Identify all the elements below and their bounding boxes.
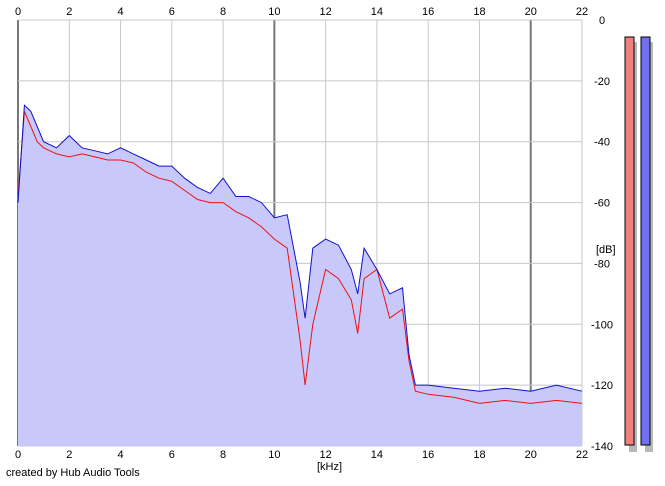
level-meter-left — [624, 36, 637, 452]
x-tick-label-top: 0 — [15, 6, 21, 18]
y-tick-label: -20 — [594, 76, 610, 88]
x-tick-label-top: 22 — [576, 6, 588, 18]
x-axis-bottom-ticks: 0 2 4 6 8 10 12 14 16 18 20 22 — [15, 449, 588, 461]
y-tick-label: -140 — [591, 441, 613, 453]
y-axis-label: [dB] — [596, 244, 616, 256]
series-left-channel-line — [17, 111, 583, 404]
x-tick-label-top: 18 — [473, 6, 485, 18]
x-tick-label-top: 12 — [320, 6, 332, 18]
x-tick-label-top: 2 — [66, 6, 72, 18]
spectrum-fill-area — [18, 105, 582, 446]
y-tick-label: -60 — [594, 198, 610, 210]
y-tick-label: -120 — [591, 380, 613, 392]
x-tick-label-bottom: 0 — [15, 449, 21, 461]
x-tick-label-top: 14 — [371, 6, 383, 18]
x-tick-label-bottom: 8 — [220, 449, 226, 461]
series-right-channel-line — [17, 104, 583, 392]
level-meter-left-bar — [624, 36, 635, 446]
y-tick-label: -40 — [594, 137, 610, 149]
x-tick-label-bottom: 2 — [66, 449, 72, 461]
y-tick-label: -100 — [591, 319, 613, 331]
x-tick-label-bottom: 22 — [576, 449, 588, 461]
x-tick-label-bottom: 10 — [268, 449, 280, 461]
x-tick-label-bottom: 16 — [422, 449, 434, 461]
x-tick-label-top: 4 — [117, 6, 123, 18]
level-meter-right — [640, 36, 653, 452]
x-tick-label-top: 20 — [525, 6, 537, 18]
x-axis-top-ticks: 0 2 4 6 8 10 12 14 16 18 20 22 — [15, 6, 588, 18]
footer-credit: created by Hub Audio Tools — [6, 467, 140, 479]
x-tick-label-bottom: 4 — [117, 449, 123, 461]
x-tick-label-top: 10 — [268, 6, 280, 18]
x-tick-label-bottom: 12 — [320, 449, 332, 461]
y-tick-label: 0 — [599, 15, 605, 27]
x-tick-label-bottom: 6 — [169, 449, 175, 461]
x-tick-label-top: 16 — [422, 6, 434, 18]
y-tick-label: -80 — [594, 258, 610, 270]
x-tick-label-bottom: 20 — [525, 449, 537, 461]
x-tick-label-top: 8 — [220, 6, 226, 18]
x-tick-label-top: 6 — [169, 6, 175, 18]
y-axis-ticks: 0 -20 -40 -60 -80 -100 -120 -140 — [591, 15, 613, 453]
x-tick-label-bottom: 18 — [473, 449, 485, 461]
x-axis-label: [kHz] — [317, 461, 342, 473]
x-tick-label-bottom: 14 — [371, 449, 383, 461]
level-meter-right-bar — [640, 36, 651, 446]
